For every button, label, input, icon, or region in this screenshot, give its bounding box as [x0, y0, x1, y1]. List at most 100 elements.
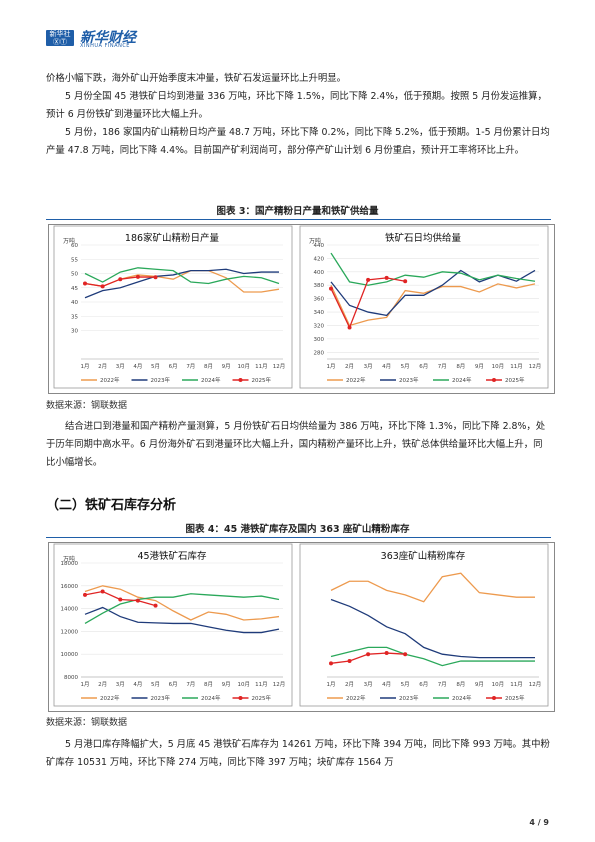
- x-tick-label: 9月: [475, 681, 484, 688]
- series-line: [84, 606, 280, 634]
- data-point: [366, 652, 371, 657]
- data-point: [329, 661, 333, 666]
- series-line: [330, 572, 535, 603]
- x-tick-label: 6月: [419, 363, 428, 370]
- data-point: [100, 284, 105, 289]
- paragraph-block-3: 5 月港口库存降幅扩大，5 月底 45 港铁矿石库存为 14261 万吨，环比下…: [46, 736, 551, 772]
- chart-panel: 45港铁矿石库存万吨180001600014000120001000080001…: [53, 543, 293, 707]
- chart-title: 45港铁矿石库存: [137, 550, 207, 562]
- legend-marker: [492, 378, 496, 382]
- x-tick-label: 11月: [255, 681, 268, 688]
- x-tick-label: 6月: [169, 363, 178, 370]
- chart-title: 铁矿石日均供给量: [385, 232, 462, 244]
- x-tick-label: 1月: [327, 681, 336, 688]
- series-line: [330, 646, 535, 667]
- y-tick-label: 40: [71, 300, 78, 306]
- x-tick-label: 12月: [273, 681, 286, 688]
- x-tick-label: 3月: [364, 363, 373, 370]
- x-tick-label: 9月: [222, 363, 231, 370]
- x-tick-label: 12月: [529, 681, 542, 688]
- x-tick-label: 10月: [492, 681, 505, 688]
- paragraph: 价格小幅下跌，海外矿山开始季度末冲量，铁矿石发运量环比上升明显。: [46, 73, 347, 84]
- x-tick-label: 7月: [186, 681, 195, 688]
- data-point: [153, 603, 158, 608]
- chart-frame: [53, 225, 293, 389]
- y-tick-label: 18000: [61, 561, 79, 567]
- legend-label: 2023年: [399, 694, 419, 702]
- y-tick-label: 12000: [61, 629, 79, 635]
- legend-label: 2024年: [452, 376, 472, 384]
- chart-unit: 万吨: [63, 237, 75, 245]
- brand-name: 新华财经: [80, 30, 136, 46]
- y-tick-label: 320: [314, 323, 325, 329]
- legend-label: 2023年: [151, 694, 171, 702]
- data-point: [135, 274, 140, 279]
- chart-title: 363座矿山精粉库存: [381, 550, 466, 562]
- y-tick-label: 280: [314, 350, 325, 356]
- paragraph: 结合进口到港量和国产精粉产量测算，5 月份铁矿石日均供给量为 386 万吨，环比…: [46, 421, 546, 468]
- paragraph: 5 月港口库存降幅扩大，5 月底 45 港铁矿石库存为 14261 万吨，环比下…: [46, 739, 550, 768]
- x-tick-label: 12月: [273, 363, 286, 370]
- data-point: [329, 286, 333, 291]
- data-point: [347, 659, 352, 664]
- y-tick-label: 14000: [61, 607, 79, 613]
- x-tick-label: 1月: [81, 681, 90, 688]
- series-line: [84, 268, 279, 299]
- y-tick-label: 400: [314, 270, 325, 276]
- data-point: [384, 275, 389, 280]
- y-tick-label: 440: [314, 243, 325, 249]
- legend-label: 2022年: [346, 694, 366, 702]
- y-tick-label: 16000: [61, 584, 79, 590]
- data-point: [83, 281, 87, 286]
- data-point: [100, 589, 105, 594]
- x-tick-label: 10月: [492, 363, 505, 370]
- y-tick-label: 35: [71, 314, 78, 320]
- series-line: [84, 267, 280, 285]
- figure-4-title: 图表 4：45 港铁矿库存及国内 363 座矿山精粉库存: [185, 524, 410, 535]
- chart-frame: [299, 543, 549, 707]
- y-tick-label: 45: [71, 286, 78, 292]
- page-header: 新华社 ⓍⓉ 新华财经 XINHUA FINANCE: [0, 0, 595, 49]
- data-point: [83, 592, 87, 597]
- figure-rule: [46, 219, 551, 220]
- paragraph-block-2: 结合进口到港量和国产精粉产量测算，5 月份铁矿石日均供给量为 386 万吨，环比…: [46, 418, 551, 472]
- legend-marker: [492, 696, 496, 700]
- series-line: [84, 593, 280, 624]
- x-tick-label: 9月: [475, 363, 484, 370]
- legend-label: 2024年: [201, 694, 221, 702]
- data-point: [403, 279, 408, 284]
- chart-frame: [53, 543, 293, 707]
- x-tick-label: 2月: [98, 363, 107, 370]
- x-tick-label: 5月: [401, 363, 410, 370]
- x-tick-label: 5月: [151, 681, 160, 688]
- x-tick-label: 6月: [419, 681, 428, 688]
- legend-label: 2024年: [452, 694, 472, 702]
- x-tick-label: 10月: [237, 681, 250, 688]
- x-tick-label: 10月: [237, 363, 250, 370]
- y-tick-label: 380: [314, 283, 325, 289]
- y-tick-label: 300: [314, 337, 325, 343]
- x-tick-label: 2月: [98, 681, 107, 688]
- x-tick-label: 4月: [133, 681, 142, 688]
- x-tick-label: 7月: [438, 681, 447, 688]
- figure-4-svg: 45港铁矿石库存万吨180001600014000120001000080001…: [53, 543, 549, 707]
- y-tick-label: 420: [314, 256, 325, 262]
- x-tick-label: 4月: [382, 681, 391, 688]
- figure-3-source: 数据来源：钢联数据: [46, 401, 128, 411]
- chart-unit: 万吨: [309, 237, 321, 245]
- x-tick-label: 3月: [364, 681, 373, 688]
- x-tick-label: 5月: [151, 363, 160, 370]
- legend-label: 2023年: [151, 376, 171, 384]
- legend-label: 2022年: [100, 694, 120, 702]
- data-point: [347, 325, 352, 330]
- chart-title: 186家矿山精粉日产量: [125, 232, 220, 244]
- x-tick-label: 11月: [510, 363, 523, 370]
- x-tick-label: 11月: [510, 681, 523, 688]
- legend-label: 2025年: [252, 376, 272, 384]
- legend-marker: [238, 696, 243, 700]
- x-tick-label: 3月: [116, 681, 125, 688]
- figure-rule: [46, 537, 551, 538]
- x-tick-label: 1月: [327, 363, 336, 370]
- x-tick-label: 8月: [456, 363, 465, 370]
